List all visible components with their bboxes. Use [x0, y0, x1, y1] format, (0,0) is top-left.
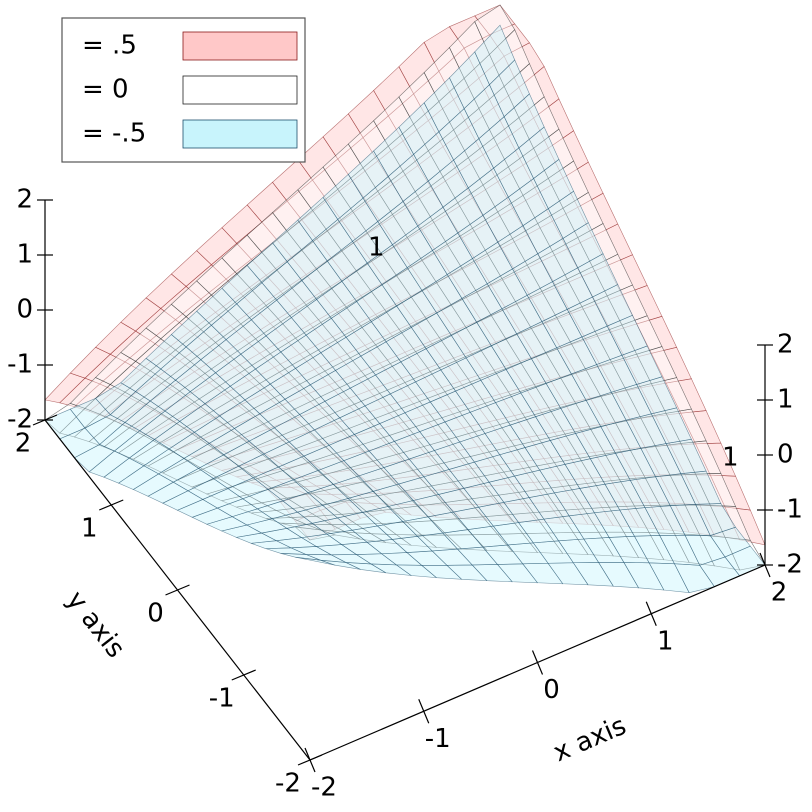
surfaces [44, 4, 766, 594]
annotation: 1 [722, 443, 739, 473]
z-tick-label: -1 [7, 350, 33, 380]
x-tick-label: -1 [425, 724, 451, 754]
surface-patch [474, 24, 516, 86]
legend-swatch [182, 75, 298, 105]
z-tick-label: 1 [777, 385, 794, 415]
z-tick-label: 1 [16, 240, 33, 270]
y-tick-label: 2 [15, 429, 32, 459]
legend-swatch [182, 31, 298, 61]
surface-patch [474, 4, 516, 55]
y-tick [99, 499, 124, 511]
y-tick [165, 584, 190, 596]
y-tick-label: -1 [209, 684, 235, 714]
y-axis-label: y axis [60, 586, 130, 664]
legend-swatch [182, 119, 298, 149]
x-tick [531, 650, 544, 675]
z-tick-label: 0 [777, 440, 794, 470]
z-tick-label: 2 [777, 330, 794, 360]
y-tick-label: 0 [147, 599, 164, 629]
z-tick-label: 0 [16, 295, 33, 325]
z-tick-label: -2 [7, 405, 33, 435]
x-tick-label: 2 [771, 578, 788, 608]
x-axis-label: x axis [549, 711, 630, 768]
annotation: 1 [368, 233, 385, 263]
y-tick-label: 1 [81, 514, 98, 544]
x-tick [645, 601, 657, 626]
legend-label: = .5 [82, 31, 137, 61]
x-tick-label: 0 [543, 675, 560, 705]
z-tick-label: 2 [16, 185, 33, 215]
x-tick [418, 699, 430, 724]
y-tick-label: -2 [275, 769, 301, 799]
y-tick [297, 754, 323, 766]
surface [44, 24, 766, 594]
y-tick [231, 669, 256, 681]
x-tick-label: 1 [657, 626, 674, 656]
z-tick-label: -1 [777, 495, 803, 525]
x-tick-label: -2 [311, 773, 337, 803]
legend-label: = -.5 [82, 119, 146, 149]
legend-label: = 0 [82, 75, 129, 105]
z-tick-label: -2 [777, 550, 803, 580]
